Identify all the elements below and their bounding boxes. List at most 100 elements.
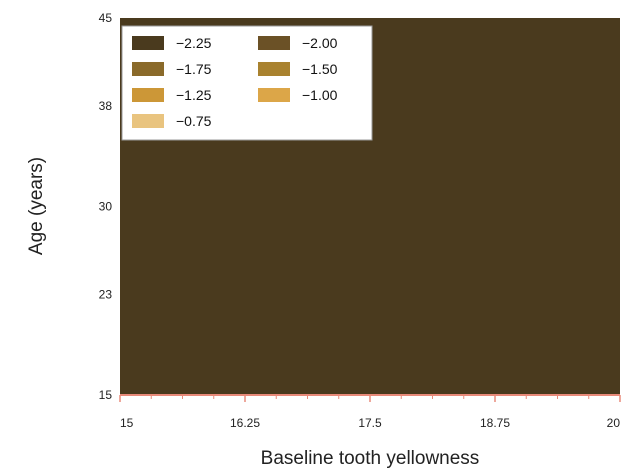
contour-cell [606, 18, 612, 395]
contour-cell [533, 18, 539, 395]
contour-cell [379, 18, 385, 395]
y-tick-label: 15 [99, 388, 113, 402]
contour-cell [251, 18, 257, 395]
contour-cell [424, 18, 430, 395]
contour-cell [324, 18, 330, 395]
contour-cell [420, 18, 426, 395]
y-tick-label: 30 [99, 200, 113, 214]
contour-cell [360, 18, 367, 395]
contour-cell [374, 18, 380, 395]
x-tick-label: 15 [120, 416, 134, 430]
contour-cell [529, 18, 535, 395]
contour-cell [515, 18, 521, 395]
contour-cell [174, 18, 180, 395]
legend-swatch [258, 36, 290, 50]
contour-cell [433, 18, 439, 395]
contour-cell [538, 18, 544, 395]
contour-cell [283, 18, 289, 395]
contour-cell [474, 18, 480, 395]
contour-cell [256, 18, 262, 395]
contour-cell [238, 18, 244, 395]
contour-cell [270, 18, 276, 395]
y-tick-label: 38 [99, 99, 113, 113]
contour-cell [192, 18, 198, 395]
legend-swatch [132, 114, 164, 128]
contour-cell [274, 18, 280, 395]
contour-cell [279, 18, 285, 395]
contour-cell [365, 18, 371, 395]
contour-cell [206, 18, 212, 395]
contour-cell [465, 18, 471, 395]
contour-cell [220, 18, 226, 395]
contour-cell [129, 18, 135, 395]
contour-cell [592, 18, 598, 395]
contour-cell [120, 18, 126, 395]
contour-cell [429, 18, 435, 395]
contour-cell [224, 18, 230, 395]
contour-cell [356, 18, 362, 395]
contour-bands [120, 18, 620, 395]
contour-cell [315, 18, 321, 395]
contour-cell [588, 18, 594, 395]
contour-cell [565, 18, 571, 395]
contour-cell [197, 18, 203, 395]
contour-cell [460, 18, 467, 395]
contour-cell [574, 18, 580, 395]
contour-cell [610, 18, 617, 395]
contour-cell [142, 18, 148, 395]
contour-cell [570, 18, 576, 395]
contour-cell [170, 18, 176, 395]
contour-cell [210, 18, 217, 395]
legend-label: −2.00 [302, 35, 338, 51]
contour-cell [470, 18, 476, 395]
contour-cell [151, 18, 157, 395]
y-tick-label: 23 [99, 287, 113, 301]
contour-cell [551, 18, 557, 395]
x-tick-label: 16.25 [230, 416, 260, 430]
contour-cell [342, 18, 348, 395]
contour-cell [406, 18, 412, 395]
x-axis: 15 16.25 17.5 18.75 20 [119, 395, 621, 430]
y-axis: 15 23 30 38 45 [99, 11, 113, 402]
x-tick-label: 17.5 [358, 416, 382, 430]
contour-cell [247, 18, 253, 395]
contour-cell [183, 18, 189, 395]
contour-cell [147, 18, 153, 395]
y-tick-label: 45 [99, 11, 113, 25]
contour-cell [451, 18, 457, 395]
contour-cell [124, 18, 130, 395]
contour-cell [492, 18, 498, 395]
x-tick-label: 20 [607, 416, 621, 430]
contour-cell [288, 18, 294, 395]
contour-cell [542, 18, 548, 395]
contour-cell [556, 18, 562, 395]
contour-cell [501, 18, 507, 395]
contour-cell [442, 18, 448, 395]
x-axis-label: Baseline tooth yellowness [261, 448, 480, 469]
contour-cell [347, 18, 353, 395]
contour-cell [383, 18, 389, 395]
contour-cell [201, 18, 207, 395]
contour-cell [156, 18, 162, 395]
contour-cell [306, 18, 312, 395]
contour-cell [260, 18, 267, 395]
contour-cell [560, 18, 567, 395]
contour-cell [242, 18, 248, 395]
legend-label: −1.75 [176, 61, 212, 77]
legend-label: −1.25 [176, 87, 212, 103]
contour-cell [392, 18, 398, 395]
contour-cell [488, 18, 494, 395]
contour-cell [520, 18, 526, 395]
legend-label: −1.00 [302, 87, 338, 103]
x-tick-label: 18.75 [480, 416, 510, 430]
y-axis-label: Age (years) [26, 157, 47, 255]
legend-label: −1.50 [302, 61, 338, 77]
contour-cell [510, 18, 517, 395]
contour-cell [133, 18, 139, 395]
contour-cell [333, 18, 339, 395]
contour-cell [415, 18, 421, 395]
legend: −2.25 −2.00 −1.75 −1.50 −1.25 −1.00 −0.75 [121, 25, 373, 141]
contour-cell [497, 18, 503, 395]
contour-cell [165, 18, 171, 395]
